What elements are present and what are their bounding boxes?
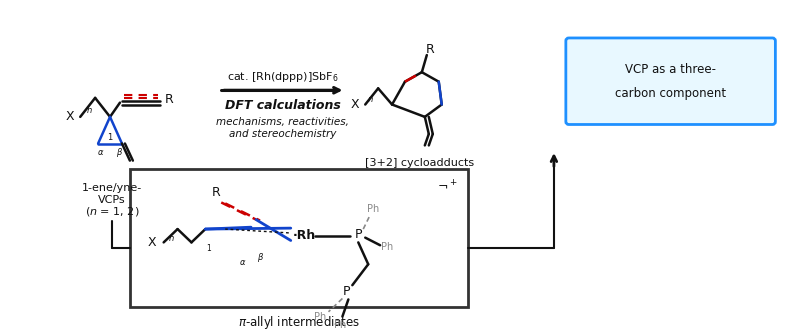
Text: VCPs: VCPs xyxy=(98,194,126,204)
Text: $\beta$: $\beta$ xyxy=(117,146,123,159)
Text: Ph: Ph xyxy=(334,320,346,330)
Text: Ph: Ph xyxy=(381,242,394,252)
Text: 1: 1 xyxy=(206,244,210,253)
Text: 1-ene/yne-: 1-ene/yne- xyxy=(82,183,142,193)
Text: Ph: Ph xyxy=(367,204,379,214)
Text: ·Rh: ·Rh xyxy=(293,229,316,242)
Text: R: R xyxy=(166,93,174,106)
Text: R: R xyxy=(426,43,434,56)
Text: and stereochemistry: and stereochemistry xyxy=(229,129,337,139)
Text: X: X xyxy=(147,236,156,249)
Text: X: X xyxy=(351,98,360,111)
FancyBboxPatch shape xyxy=(566,38,775,125)
Text: cat. [Rh(dppp)]SbF$_6$: cat. [Rh(dppp)]SbF$_6$ xyxy=(227,70,338,84)
Bar xyxy=(130,169,467,307)
Text: $n$: $n$ xyxy=(168,234,175,243)
Text: P: P xyxy=(354,228,362,241)
Text: Ph: Ph xyxy=(314,312,326,322)
Text: DFT calculations: DFT calculations xyxy=(225,99,341,112)
Text: $\neg^+$: $\neg^+$ xyxy=(438,180,458,193)
Text: VCP as a three-: VCP as a three- xyxy=(625,63,716,76)
Text: 1: 1 xyxy=(107,133,113,142)
Text: X: X xyxy=(66,110,74,124)
Text: P: P xyxy=(342,285,350,298)
Text: ($n$ = 1, 2): ($n$ = 1, 2) xyxy=(85,204,139,217)
Text: R: R xyxy=(212,186,221,199)
Text: $\beta$: $\beta$ xyxy=(258,251,265,264)
Text: [3+2] cycloadducts: [3+2] cycloadducts xyxy=(366,158,474,167)
Text: carbon component: carbon component xyxy=(615,87,726,100)
Text: $\alpha$: $\alpha$ xyxy=(239,258,247,267)
Text: $\alpha$: $\alpha$ xyxy=(98,148,105,157)
Text: $n$: $n$ xyxy=(86,106,93,115)
Text: $n$: $n$ xyxy=(367,95,374,104)
Text: mechanisms, reactivities,: mechanisms, reactivities, xyxy=(216,117,350,127)
Text: $\pi$-allyl intermediates: $\pi$-allyl intermediates xyxy=(238,314,360,331)
